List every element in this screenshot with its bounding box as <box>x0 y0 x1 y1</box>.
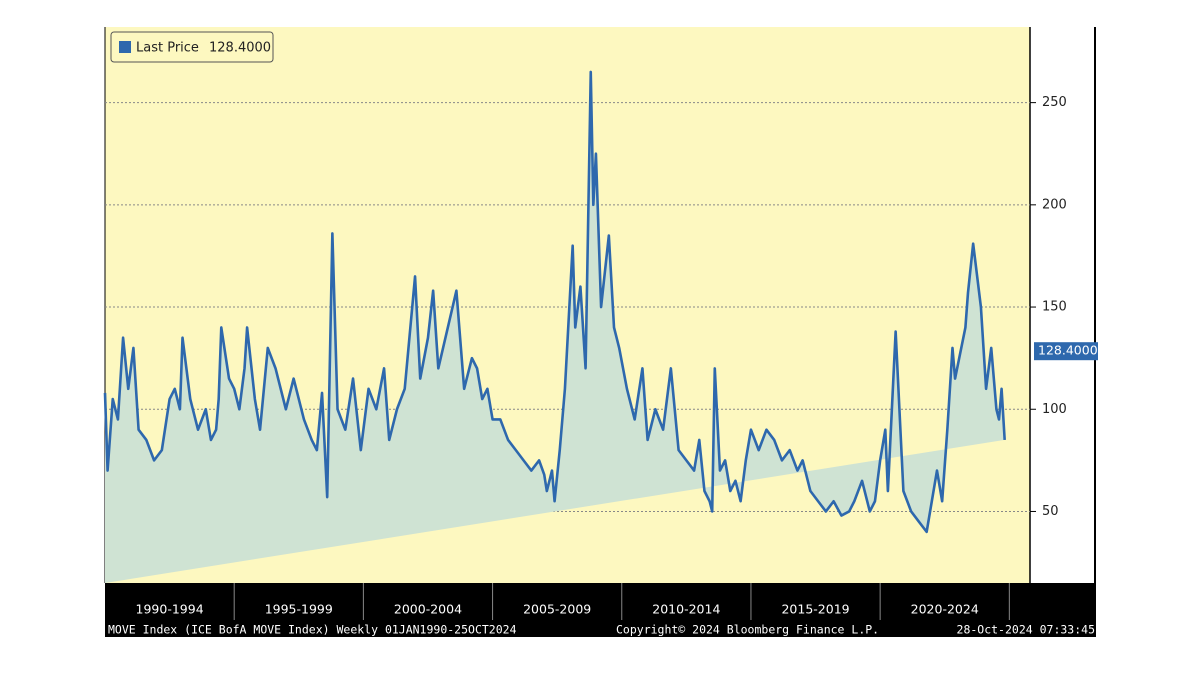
y-tick-label: 250 <box>1042 95 1067 110</box>
last-price-label: 128.4000 <box>1038 343 1098 358</box>
legend-label: Last Price <box>136 41 199 56</box>
x-tick-label: 2005-2009 <box>523 602 591 617</box>
y-tick-label: 50 <box>1042 504 1059 519</box>
footer-timestamp: 28-Oct-2024 07:33:45 <box>957 623 1095 637</box>
y-tick-label: 200 <box>1042 197 1067 212</box>
legend-swatch <box>119 41 131 53</box>
x-tick-label: 1995-1999 <box>265 602 333 617</box>
x-tick-label: 2000-2004 <box>394 602 462 617</box>
x-tick-label: 2020-2024 <box>911 602 979 617</box>
legend: Last Price 128.4000 <box>110 31 274 63</box>
y-tick-label: 150 <box>1042 300 1067 315</box>
x-tick-label: 1990-1994 <box>136 602 204 617</box>
x-tick-label: 2015-2019 <box>781 602 849 617</box>
line <box>103 70 1006 534</box>
legend-box <box>110 31 274 63</box>
x-axis-band <box>105 583 1095 637</box>
y-tick-label: 100 <box>1042 402 1067 417</box>
last-price-tag <box>1034 342 1098 361</box>
footer-copyright: Copyright© 2024 Bloomberg Finance L.P. <box>616 623 879 637</box>
legend-value: 128.4000 <box>209 41 271 56</box>
footer-source: MOVE Index (ICE BofA MOVE Index) Weekly … <box>108 623 517 637</box>
x-tick-label: 2010-2014 <box>652 602 720 617</box>
